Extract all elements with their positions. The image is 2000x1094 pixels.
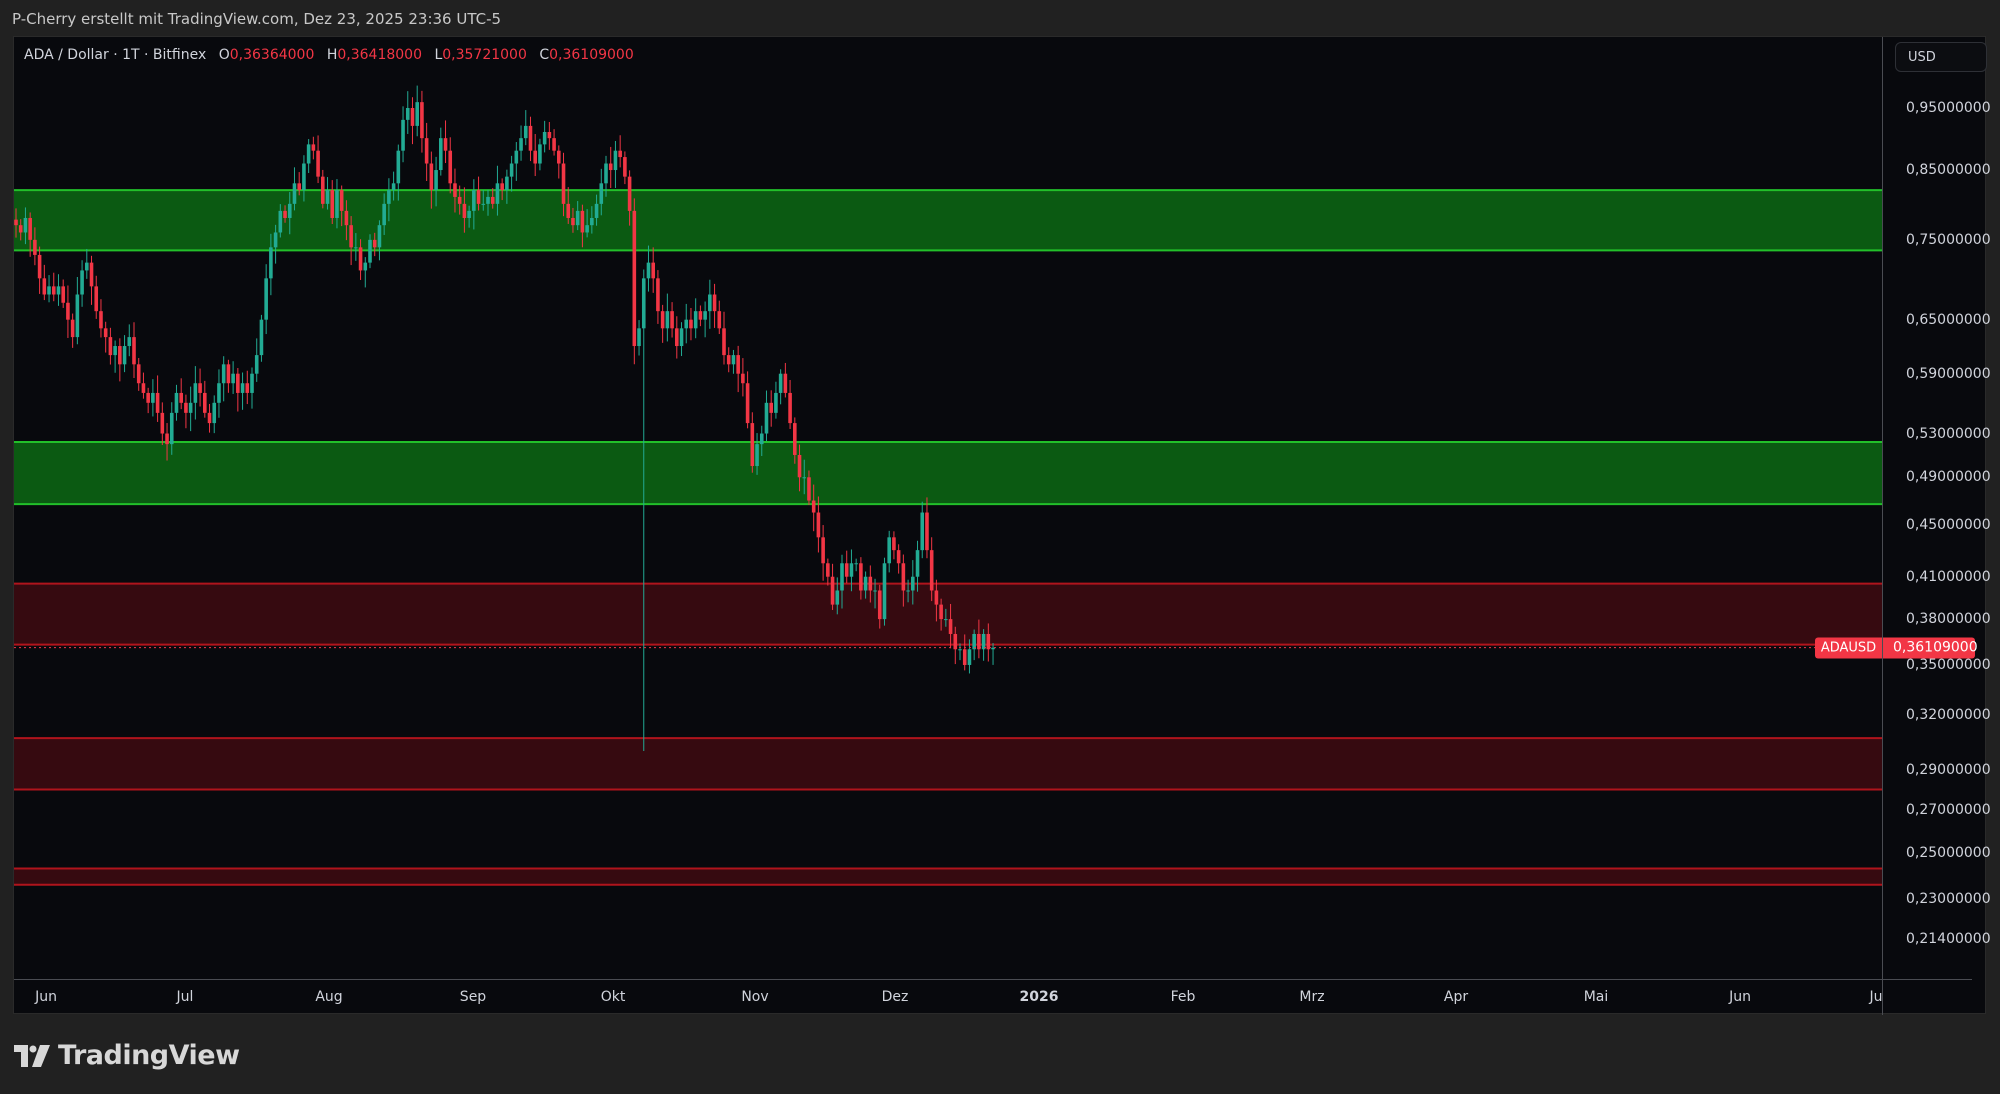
support-zone[interactable] [14, 190, 1882, 251]
symbol-price-tag: ADAUSD [1815, 637, 1882, 659]
price-tick: 0,38000000 [1906, 611, 1991, 628]
time-tick: Sep [459, 989, 487, 1005]
time-tick: Mrz [1299, 989, 1325, 1005]
price-tick: 0,95000000 [1906, 99, 1991, 116]
tradingview-logo-icon [14, 1044, 50, 1067]
resistance-zone[interactable] [14, 868, 1882, 885]
time-tick: Okt [600, 989, 626, 1005]
tradingview-logo[interactable]: TradingView [14, 1040, 240, 1071]
price-tick: 0,23000000 [1906, 891, 1991, 908]
price-tick: 0,45000000 [1906, 516, 1991, 533]
price-tick: 0,85000000 [1906, 162, 1991, 179]
open-value: 0,36364000 [229, 47, 315, 63]
price-axis[interactable]: 0,21400000 0,23000000 0,25000000 0,27000000… [1883, 37, 1991, 979]
symbol-legend: ADA / Dollar · 1T · Bitfinex O0,36364000… [24, 47, 634, 63]
price-tick: 0,29000000 [1906, 761, 1991, 778]
price-tick: 0,75000000 [1906, 231, 1991, 248]
time-tick: Nov [741, 989, 769, 1005]
time-tick: Jun [35, 989, 57, 1005]
price-tick: 0,27000000 [1906, 801, 1991, 818]
price-tick: 0,53000000 [1906, 425, 1991, 442]
currency-button[interactable]: USD [1895, 42, 1987, 72]
time-axis[interactable]: Jun Jul Aug Sep Okt Nov Dez 2026 Feb Mrz Apr Mai Jun… [14, 980, 1882, 1015]
close-value: 0,36109000 [549, 47, 634, 63]
time-tick: Apr [1443, 989, 1469, 1005]
open-key: O [218, 47, 230, 63]
price-tick: 0,25000000 [1906, 844, 1991, 861]
high-value: 0,36418000 [337, 47, 422, 63]
resistance-zone[interactable] [14, 738, 1882, 790]
time-axis-divider [14, 979, 1972, 980]
price-tick: 0,49000000 [1906, 469, 1991, 486]
price-tick: 0,32000000 [1906, 706, 1991, 723]
plot-area[interactable]: ADA / Dollar · 1T · Bitfinex O0,36364000… [14, 37, 1882, 979]
time-tick: Ju [1869, 989, 1882, 1005]
low-key: L [434, 47, 443, 63]
time-tick: Jun [1729, 989, 1751, 1005]
symbol-info[interactable]: ADA / Dollar · 1T · Bitfinex [24, 47, 207, 63]
time-tick: Dez [881, 989, 909, 1005]
close-key: C [539, 47, 550, 63]
time-tick: Mai [1583, 989, 1609, 1005]
time-tick: Jul [176, 989, 194, 1005]
candlestick-chart[interactable] [14, 37, 1882, 979]
price-tick: 0,41000000 [1906, 568, 1991, 585]
time-tick: Aug [315, 989, 343, 1005]
support-zone[interactable] [14, 442, 1882, 505]
time-tick: Feb [1170, 989, 1196, 1005]
price-tick: 0,59000000 [1906, 365, 1991, 382]
tradingview-wordmark: TradingView [58, 1040, 240, 1071]
price-tick: 0,65000000 [1906, 311, 1991, 328]
price-tick: 0,21400000 [1906, 931, 1991, 948]
chart-panel: ADA / Dollar · 1T · Bitfinex O0,36364000… [13, 36, 1991, 1015]
price-tick: 0,35000000 [1906, 656, 1991, 673]
resistance-zone[interactable] [14, 583, 1882, 645]
chart-attribution: P-Cherry erstellt mit TradingView.com, D… [12, 10, 502, 28]
low-value: 0,35721000 [442, 47, 527, 63]
time-tick: 2026 [1019, 989, 1059, 1005]
high-key: H [326, 47, 338, 63]
price-axis-divider [1882, 37, 1883, 1015]
current-price-label: 0,36109000 [1883, 637, 1978, 659]
